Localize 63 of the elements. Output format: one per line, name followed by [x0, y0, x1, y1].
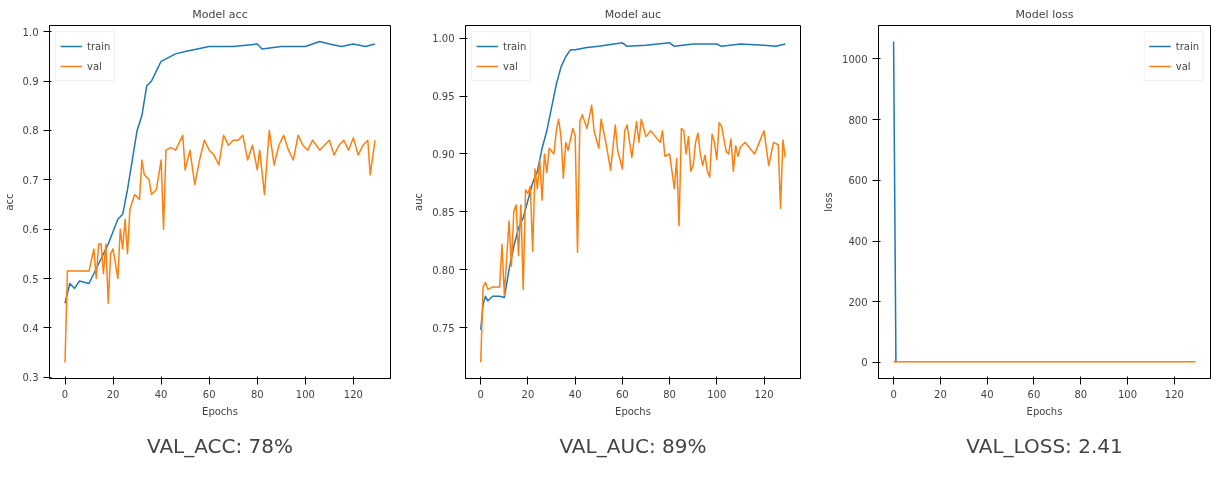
- x-axis-title: Epochs: [202, 405, 238, 417]
- y-tick-label: 1.0: [22, 26, 39, 38]
- x-tick-label: 0: [890, 388, 897, 400]
- y-tick-label: 400: [848, 236, 868, 247]
- y-tick-label: 0.75: [432, 322, 455, 334]
- x-tick-label: 80: [1074, 388, 1088, 400]
- x-tick-label: 100: [295, 388, 315, 400]
- text: VAL_AUC: 89%: [559, 434, 707, 458]
- y-tick-label: 0.7: [22, 174, 39, 186]
- y-axis-title: auc: [413, 193, 425, 211]
- y-axis-title: acc: [3, 193, 15, 211]
- x-tick-label: 60: [202, 388, 216, 400]
- y-tick-label: 0.85: [432, 206, 455, 218]
- x-tick-label: 20: [934, 388, 947, 400]
- x-tick-label: 120: [754, 388, 774, 400]
- x-tick-label: 60: [616, 388, 629, 400]
- x-axis-title: Epochs: [615, 405, 651, 417]
- legend-label: train: [87, 40, 111, 52]
- x-tick-label: 40: [568, 388, 582, 400]
- x-tick-label: 80: [250, 388, 264, 400]
- x-tick-label: 20: [521, 388, 535, 400]
- text: VAL_LOSS: 2.41: [966, 434, 1123, 458]
- x-tick-label: 120: [343, 388, 363, 400]
- legend-label: val: [87, 60, 103, 72]
- chart-title: Model loss: [1015, 7, 1074, 21]
- x-tick-label: 120: [1164, 388, 1184, 400]
- y-tick-label: 0.95: [432, 91, 455, 103]
- y-tick-label: 200: [848, 296, 868, 308]
- y-tick-label: 0.4: [22, 322, 39, 334]
- x-tick-label: 100: [707, 388, 727, 400]
- y-tick-label: 800: [848, 114, 868, 126]
- line-series: [64, 129, 376, 364]
- x-tick-label: 60: [1027, 388, 1041, 400]
- y-tick-label: 0.5: [22, 273, 39, 285]
- y-tick-label: 1.00: [432, 33, 455, 45]
- y-tick-label: 0: [861, 357, 868, 369]
- text: VAL_ACC: 78%: [146, 434, 294, 458]
- x-axis-title: Epochs: [1026, 405, 1063, 417]
- legend-label: train: [503, 40, 527, 52]
- y-tick-label: 0.3: [22, 372, 39, 384]
- x-tick-label: 100: [1118, 388, 1138, 400]
- line-series: [479, 42, 787, 331]
- line-series: [479, 104, 787, 364]
- y-tick-label: 600: [848, 175, 868, 187]
- y-tick-label: 0.9: [22, 76, 39, 88]
- x-tick-label: 0: [61, 388, 69, 400]
- chart-title: Model acc: [192, 7, 248, 21]
- y-tick-label: 1000: [842, 53, 868, 65]
- x-tick-label: 80: [663, 388, 676, 400]
- y-tick-label: 0.80: [432, 264, 455, 276]
- legend-label: val: [503, 60, 519, 72]
- y-tick-label: 0.6: [22, 224, 39, 236]
- legend-label: val: [1175, 60, 1192, 72]
- y-axis-title: loss: [823, 192, 835, 212]
- x-tick-label: 40: [980, 388, 994, 400]
- x-tick-label: 40: [154, 388, 168, 400]
- y-tick-label: 0.8: [22, 125, 39, 137]
- x-tick-label: 0: [477, 388, 484, 400]
- y-tick-label: 0.90: [432, 148, 455, 160]
- legend-label: train: [1175, 40, 1199, 52]
- chart-title: Model auc: [604, 7, 662, 21]
- x-tick-label: 20: [106, 388, 120, 400]
- line-series: [64, 40, 376, 304]
